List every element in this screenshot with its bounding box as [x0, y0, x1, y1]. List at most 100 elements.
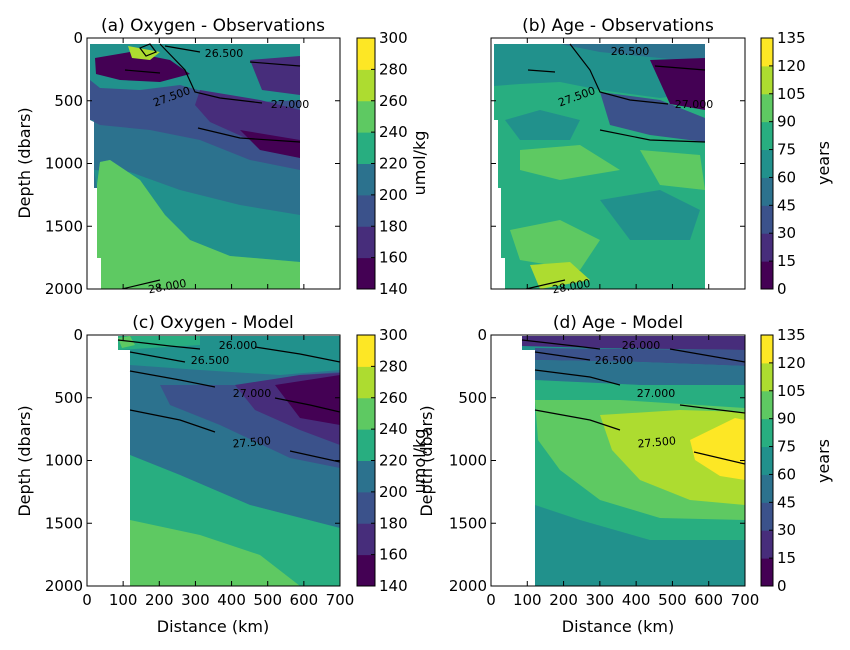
colorbar-swatch: [761, 502, 773, 531]
panel-c-contour-label: 27.500: [232, 434, 271, 450]
colorbar-tick-label: 240: [379, 123, 408, 141]
panel-c-xlabel: Distance (km): [157, 617, 269, 636]
colorbar-swatch: [357, 366, 375, 399]
panel-c-contour-label: 26.000: [219, 339, 258, 352]
colorbar-tick-label: 300: [379, 326, 408, 344]
panel-d-colorbar-swatches: [761, 335, 773, 587]
panel-a-colorbar-label: umol/kg: [410, 131, 429, 196]
x-tick-label: 100: [109, 591, 138, 609]
panel-oxygen-model: (c) Oxygen - Model 26.000 26.500 27.000 …: [15, 313, 429, 636]
panel-c-axes: 0 100 200 300 400 500 600 700 0 500 1000 1500 2000: [45, 326, 355, 609]
panel-c-title: (c) Oxygen - Model: [132, 313, 294, 333]
colorbar-swatch: [357, 100, 375, 133]
colorbar-swatch: [761, 65, 773, 95]
colorbar-tick-label: 45: [777, 493, 796, 511]
colorbar-tick-label: 160: [379, 546, 408, 564]
panel-c-isopycnals: [117, 339, 340, 463]
panel-d-title: (d) Age - Model: [553, 313, 683, 333]
colorbar-swatch: [357, 335, 375, 367]
panel-c-contour-label: 27.000: [233, 387, 272, 400]
panel-d-colorbar-frame: [760, 334, 774, 587]
colorbar-tick-label: 120: [777, 354, 806, 372]
panel-b-colorbar-swatches: [761, 38, 773, 290]
colorbar-tick-label: 105: [777, 85, 806, 103]
colorbar-swatch: [761, 261, 773, 290]
colorbar-tick-label: 90: [777, 410, 796, 428]
colorbar-swatch: [761, 474, 773, 503]
colorbar-swatch: [357, 491, 375, 524]
colorbar-swatch: [761, 446, 773, 475]
colorbar-swatch: [761, 558, 773, 587]
panel-d-contour-label: 26.500: [595, 354, 634, 367]
panel-a-ylabel: Depth (dbars): [15, 107, 34, 218]
x-tick-label: 600: [290, 591, 319, 609]
y-tick-label: 2000: [45, 577, 83, 595]
x-tick-label: 300: [586, 591, 615, 609]
y-tick-label: 1000: [449, 452, 487, 470]
x-tick-label: 100: [513, 591, 542, 609]
colorbar-tick-label: 75: [777, 141, 796, 159]
colorbar-tick-label: 60: [777, 465, 796, 483]
colorbar-tick-label: 200: [379, 186, 408, 204]
colorbar-swatch: [357, 194, 375, 227]
colorbar-tick-label: 30: [777, 521, 796, 539]
colorbar-swatch: [357, 132, 375, 164]
colorbar-tick-label: 220: [379, 155, 408, 173]
colorbar-tick-label: 160: [379, 249, 408, 267]
panel-c-colorbar-swatches: [357, 335, 375, 587]
y-tick-label: 1500: [45, 217, 83, 235]
panel-a-title: (a) Oxygen - Observations: [101, 16, 325, 36]
panel-d-ylabel: Depth (dbars): [417, 405, 436, 516]
x-tick-label: 0: [82, 591, 92, 609]
colorbar-tick-label: 140: [379, 577, 408, 595]
colorbar-tick-label: 15: [777, 549, 796, 567]
colorbar-tick-label: 280: [379, 60, 408, 78]
colorbar-tick-label: 75: [777, 438, 796, 456]
colorbar-tick-label: 200: [379, 483, 408, 501]
colorbar-swatch: [357, 226, 375, 259]
x-tick-label: 400: [622, 591, 651, 609]
colorbar-swatch: [357, 257, 375, 290]
colorbar-swatch: [357, 163, 375, 196]
panel-d-isopycnals: [521, 339, 745, 465]
colorbar-swatch: [761, 530, 773, 559]
panel-c-colorbar-label: umol/kg: [410, 429, 429, 494]
colorbar-tick-label: 280: [379, 357, 408, 375]
y-tick-label: 500: [54, 389, 83, 407]
colorbar-swatch: [761, 390, 773, 420]
x-tick-label: 200: [549, 591, 578, 609]
colorbar-swatch: [357, 69, 375, 102]
colorbar-tick-label: 0: [777, 577, 787, 595]
x-tick-label: 700: [731, 591, 760, 609]
panel-c-ylabel: Depth (dbars): [15, 405, 34, 516]
panel-d-xlabel: Distance (km): [562, 617, 674, 636]
colorbar-tick-label: 140: [379, 280, 408, 298]
x-tick-label: 300: [181, 591, 210, 609]
panel-a-axes: 0 500 1000 1500 2000: [45, 29, 341, 298]
x-tick-label: 600: [694, 591, 723, 609]
colorbar-tick-label: 105: [777, 382, 806, 400]
panel-age-model: (d) Age - Model 26.000 26.500 27.000 27.…: [417, 313, 833, 636]
colorbar-tick-label: 90: [777, 113, 796, 131]
colorbar-swatch: [357, 38, 375, 70]
panel-d-contour-label: 26.000: [622, 339, 661, 352]
panel-b-contour-label: 27.000: [675, 98, 714, 111]
colorbar-swatch: [761, 233, 773, 262]
colorbar-swatch: [761, 149, 773, 178]
panel-d-contour-label: 27.000: [637, 387, 676, 400]
panel-a-contour-label: 27.000: [271, 98, 310, 111]
y-tick-label: 0: [477, 326, 487, 344]
y-tick-label: 500: [54, 92, 83, 110]
panel-d-contour-label: 27.500: [637, 434, 676, 450]
panel-a-contour-label: 26.500: [205, 47, 244, 60]
colorbar-swatch: [761, 335, 773, 364]
panel-d-field: [522, 336, 745, 586]
x-tick-label: 400: [217, 591, 246, 609]
colorbar-tick-label: 135: [777, 326, 806, 344]
colorbar-tick-label: 30: [777, 224, 796, 242]
y-tick-label: 1500: [449, 514, 487, 532]
y-tick-label: 1500: [45, 514, 83, 532]
y-tick-label: 1000: [45, 452, 83, 470]
colorbar-tick-label: 120: [777, 57, 806, 75]
